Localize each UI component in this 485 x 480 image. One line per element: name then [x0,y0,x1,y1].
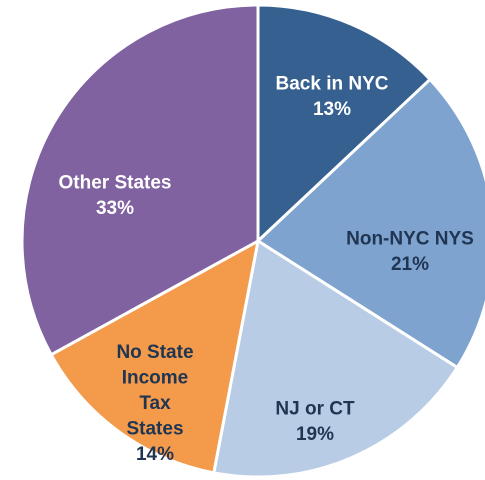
slice-label-line: Income [122,368,189,389]
slice-label-line: Tax [139,393,171,414]
pie-slice [49,238,261,475]
slice-value-label: 14% [136,444,174,465]
slice-label: NJ or CT [275,398,355,419]
slice-label: No State Income Tax States [116,342,193,440]
slice-label-line: Back in NYC [276,73,389,94]
slice-label-line: No State [116,342,193,363]
slice-label: Non-NYC NYS [346,228,474,249]
slice-label-line: Non-NYC NYS [346,228,474,249]
slice-value-label: 21% [391,254,429,275]
slice-label: Other States [59,172,172,193]
slice-label: Back in NYC [276,73,389,94]
pie-slice [256,3,433,245]
pie-slice [212,238,460,479]
slice-value-label: 13% [313,99,351,120]
slice-value-label: 33% [96,198,134,219]
slice-label-line: Other States [59,172,172,193]
slice-label-line: States [126,419,183,440]
slice-label-line: NJ or CT [275,398,355,419]
slice-value-label: 19% [296,424,334,445]
pie-slice [20,3,260,357]
pie-slice [255,77,485,370]
